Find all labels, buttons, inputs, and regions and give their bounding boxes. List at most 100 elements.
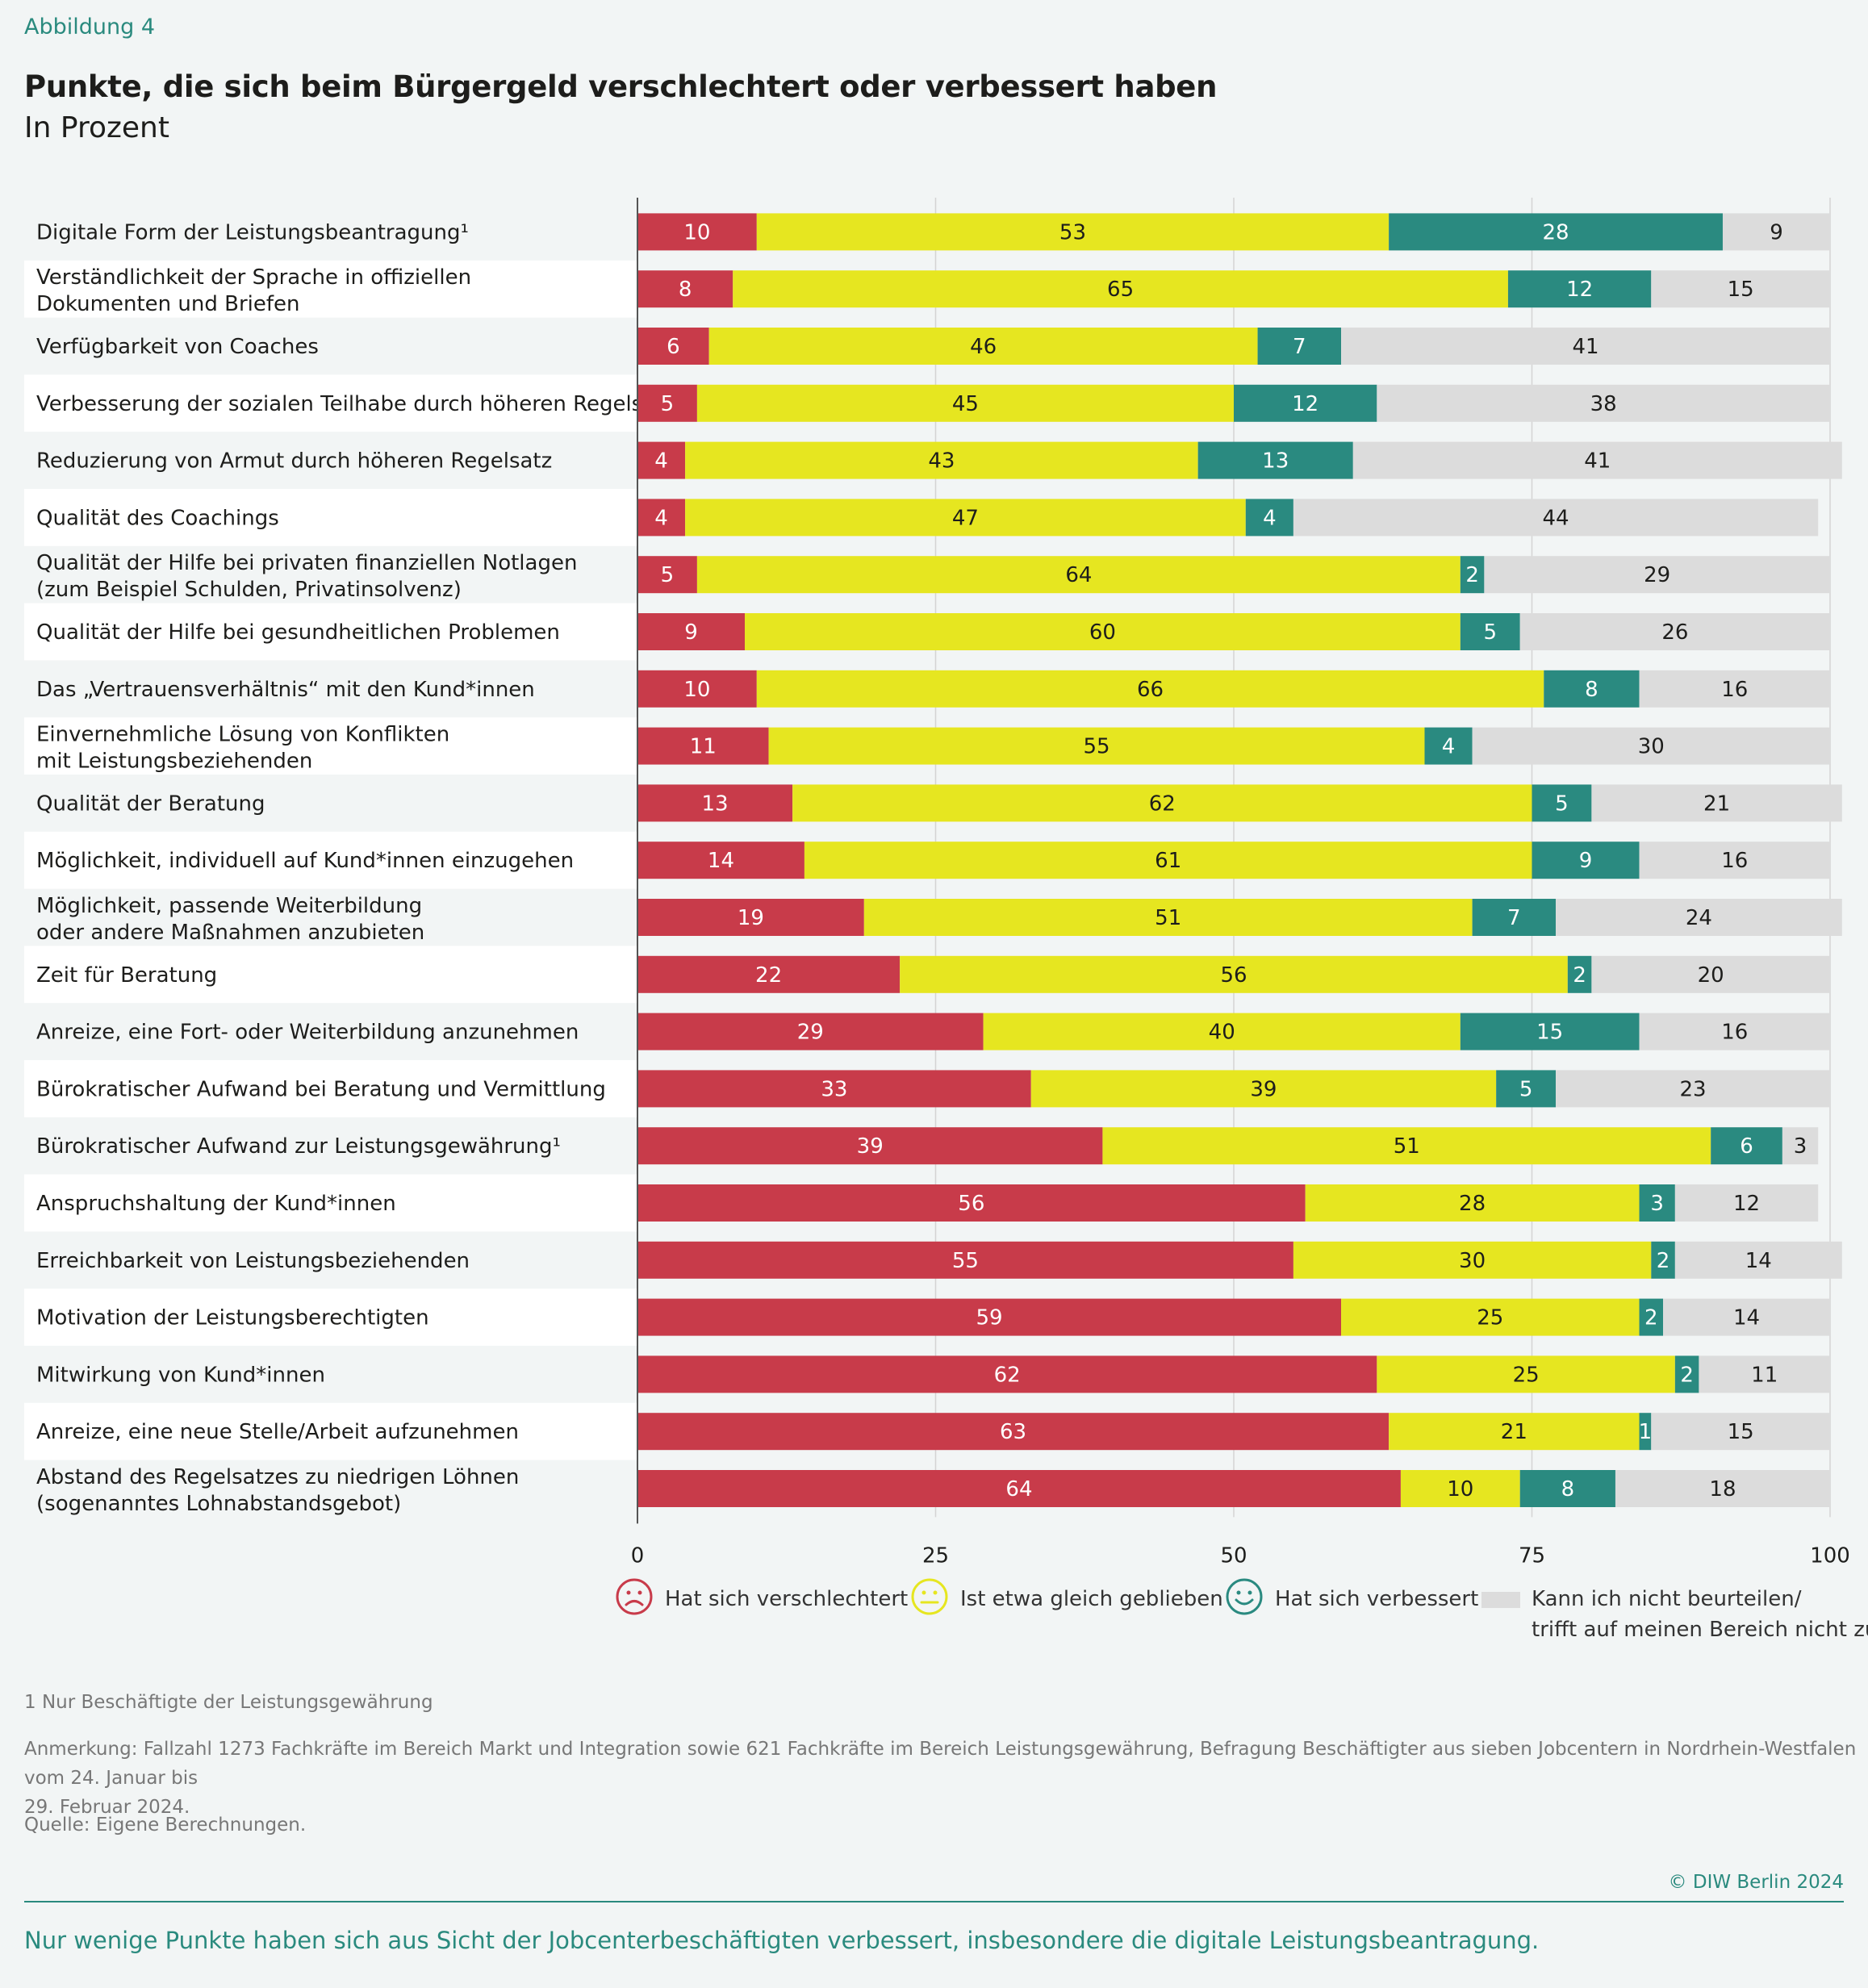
- row-band: [24, 946, 637, 1004]
- remark-line2: 29. Februar 2024.: [24, 1797, 190, 1818]
- chart-title: Punkte, die sich beim Bürgergeld verschl…: [24, 69, 1218, 104]
- row-band: [24, 1060, 637, 1117]
- bar-segment: [1663, 1298, 1830, 1336]
- bar-segment: [1556, 1070, 1830, 1108]
- bar-segment: [637, 842, 804, 879]
- row-band: [24, 1174, 637, 1232]
- bar-segment: [1352, 441, 1842, 479]
- category-label: Qualität der Beratung: [36, 791, 265, 816]
- category-label: Qualität des Coachings: [36, 506, 279, 530]
- data-label: 5: [1555, 791, 1569, 816]
- bar-segment: [1030, 1070, 1497, 1108]
- row-band: [24, 1402, 637, 1460]
- category-label: Mitwirkung von Kund*innen: [36, 1363, 325, 1387]
- category-label: Qualität der Hilfe bei gesundheitlichen …: [36, 620, 560, 645]
- data-label: 53: [1059, 220, 1086, 244]
- bar-segment: [1567, 955, 1592, 993]
- data-label: 6: [1740, 1134, 1753, 1159]
- x-tick-label: 0: [631, 1543, 645, 1568]
- category-label: Bürokratischer Aufwand bei Beratung und …: [36, 1077, 606, 1101]
- category-label: Einvernehmliche Lösung von Konflikten: [36, 723, 449, 747]
- data-label: 45: [952, 392, 979, 416]
- bar-segment: [1460, 613, 1520, 650]
- bar-segment: [696, 384, 1234, 422]
- data-label: 9: [684, 620, 698, 645]
- category-label: mit Leistungsbeziehenden: [36, 750, 312, 774]
- neutral-face-icon: [911, 1578, 948, 1615]
- data-label: 51: [1394, 1134, 1420, 1159]
- data-label: 51: [1155, 906, 1181, 930]
- data-label: 64: [1065, 563, 1092, 587]
- data-label: 8: [1561, 1477, 1575, 1501]
- bar-segment: [708, 328, 1258, 365]
- bar-segment: [1711, 1127, 1782, 1165]
- data-label: 13: [702, 791, 729, 816]
- data-label: 7: [1293, 335, 1306, 359]
- data-label: 55: [1083, 735, 1110, 759]
- data-label: 61: [1155, 849, 1181, 873]
- bar-segment: [863, 899, 1473, 936]
- row-band: [24, 831, 637, 889]
- bar-segment: [637, 899, 864, 936]
- data-label: 15: [1728, 278, 1754, 302]
- data-label: 56: [958, 1192, 984, 1216]
- row-band: [24, 489, 637, 546]
- bar-segment: [1341, 328, 1830, 365]
- data-label: 14: [708, 849, 734, 873]
- bar-segment: [685, 499, 1246, 537]
- data-label: 4: [654, 449, 668, 474]
- legend-label-worse: Hat sich verschlechtert: [665, 1587, 909, 1611]
- bar-segment: [1400, 1470, 1520, 1507]
- data-label: 21: [1703, 791, 1730, 816]
- data-label: 4: [1263, 506, 1277, 530]
- bar-segment: [637, 213, 757, 251]
- bar-segment: [1591, 784, 1842, 822]
- data-label: 14: [1745, 1249, 1772, 1273]
- data-label: 55: [952, 1249, 979, 1273]
- footnote: 1 Nur Beschäftigte der Leistungsgewährun…: [24, 1692, 433, 1713]
- row-band: [24, 603, 637, 661]
- bar-segment: [1639, 842, 1830, 879]
- bar-segment: [685, 441, 1198, 479]
- bar-segment: [733, 270, 1508, 308]
- bar-segment: [1293, 499, 1819, 537]
- data-label: 41: [1572, 335, 1598, 359]
- bar-segment: [1639, 1413, 1652, 1451]
- chart-subtitle: In Prozent: [24, 111, 169, 144]
- data-label: 23: [1679, 1077, 1706, 1101]
- data-label: 41: [1584, 449, 1611, 474]
- row-band: [24, 374, 637, 432]
- data-label: 4: [654, 506, 668, 530]
- data-label: 3: [1650, 1192, 1664, 1216]
- data-label: 10: [1447, 1477, 1473, 1501]
- data-label: 19: [738, 906, 764, 930]
- bar-segment: [1699, 1355, 1830, 1393]
- bar-segment: [1519, 1470, 1615, 1507]
- category-label: Das „Vertrauensverhältnis“ mit den Kund*…: [36, 678, 535, 702]
- bar-segment: [1639, 1184, 1675, 1222]
- category-label: Verfügbarkeit von Coaches: [36, 335, 319, 359]
- bar-segment: [1389, 1413, 1640, 1451]
- bar-segment: [637, 955, 901, 993]
- data-label: 11: [690, 735, 717, 759]
- bar-segment: [1424, 727, 1473, 765]
- bar-segment: [1496, 1070, 1557, 1108]
- data-label: 25: [1477, 1306, 1503, 1330]
- category-label: Abstand des Regelsatzes zu niedrigen Löh…: [36, 1465, 519, 1489]
- source: Quelle: Eigene Berechnungen.: [24, 1815, 307, 1836]
- category-label: Anreize, eine neue Stelle/Arbeit aufzune…: [36, 1420, 519, 1444]
- data-label: 59: [976, 1306, 1002, 1330]
- bar-segment: [637, 499, 686, 537]
- bar-segment: [1460, 1013, 1640, 1050]
- data-label: 15: [1536, 1021, 1563, 1045]
- bar-segment: [637, 384, 697, 422]
- category-label: Bürokratischer Aufwand zur Leistungsgewä…: [36, 1134, 561, 1159]
- bar-segment: [637, 1470, 1401, 1507]
- bar-segment: [637, 670, 757, 708]
- data-label: 65: [1107, 278, 1134, 302]
- data-label: 5: [661, 392, 675, 416]
- data-label: 5: [1483, 620, 1497, 645]
- data-label: 15: [1728, 1420, 1754, 1444]
- data-label: 9: [1579, 849, 1593, 873]
- bar-segment: [1472, 727, 1830, 765]
